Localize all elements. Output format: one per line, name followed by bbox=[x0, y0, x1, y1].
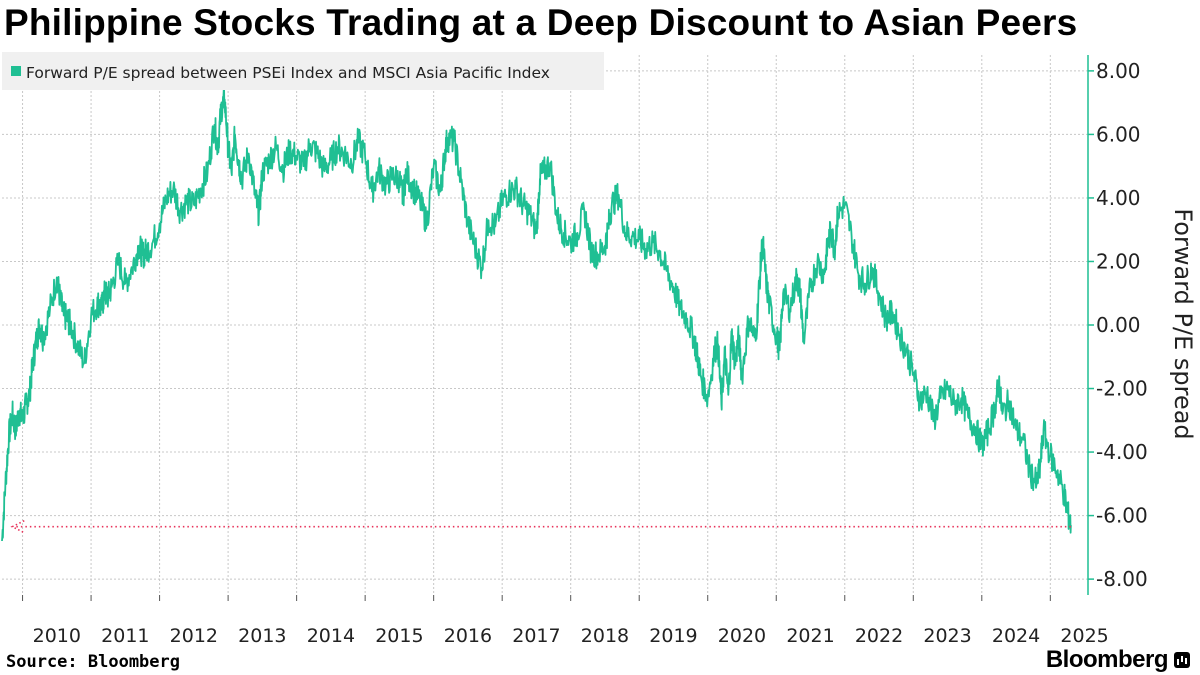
legend-label: Forward P/E spread between PSEi Index an… bbox=[26, 64, 550, 82]
x-tick-label: 2020 bbox=[718, 625, 766, 647]
x-tick-label: 2017 bbox=[512, 625, 560, 647]
x-tick-label: 2025 bbox=[1060, 625, 1108, 647]
x-tick-label: 2022 bbox=[855, 625, 903, 647]
y-tick-label: -2.00 bbox=[1096, 377, 1148, 401]
x-tick-label: 2018 bbox=[581, 625, 629, 647]
x-tick-label: 2013 bbox=[238, 625, 286, 647]
legend: Forward P/E spread between PSEi Index an… bbox=[2, 52, 604, 90]
x-tick-label: 2016 bbox=[444, 625, 492, 647]
legend-swatch bbox=[11, 66, 21, 76]
legend-background bbox=[2, 52, 604, 90]
series-line bbox=[1, 87, 1072, 542]
series-layer bbox=[1, 87, 1072, 542]
y-tick-label: -8.00 bbox=[1096, 567, 1148, 591]
y-tick-label: 0.00 bbox=[1096, 313, 1141, 337]
x-tick-label: 2011 bbox=[101, 625, 149, 647]
annotation-layer bbox=[10, 519, 1071, 534]
x-tick-label: 2010 bbox=[33, 625, 81, 647]
x-tick-label: 2024 bbox=[992, 625, 1040, 647]
y-tick-label: 2.00 bbox=[1096, 249, 1141, 273]
bloomberg-logo: Bloomberg bbox=[1046, 646, 1190, 674]
x-tick-label: 2015 bbox=[375, 625, 423, 647]
chart-title: Philippine Stocks Trading at a Deep Disc… bbox=[4, 2, 1078, 43]
y-tick-label: -4.00 bbox=[1096, 440, 1148, 464]
grid-layer bbox=[2, 55, 1088, 595]
x-tick-label: 2023 bbox=[923, 625, 971, 647]
x-tick-label: 2019 bbox=[649, 625, 697, 647]
x-tick-label: 2012 bbox=[170, 625, 218, 647]
brand-name: Bloomberg bbox=[1045, 646, 1169, 673]
y-tick-label: 8.00 bbox=[1096, 59, 1141, 83]
bloomberg-terminal-icon bbox=[1174, 652, 1190, 668]
y-axis-label: Forward P/E spread bbox=[1169, 208, 1197, 439]
y-tick-label: 6.00 bbox=[1096, 122, 1141, 146]
annotation-arrow-head bbox=[10, 519, 25, 534]
axis-layer: 8.00 6.00 4.00 2.00 0.00 -2.00 -4.00 -6.00 -8.00… bbox=[22, 55, 1148, 647]
x-tick-label: 2014 bbox=[307, 625, 355, 647]
source-note: Source: Bloomberg bbox=[6, 652, 180, 672]
x-tick-label: 2021 bbox=[786, 625, 834, 647]
y-tick-label: -6.00 bbox=[1096, 504, 1148, 528]
y-tick-label: 4.00 bbox=[1096, 186, 1141, 210]
